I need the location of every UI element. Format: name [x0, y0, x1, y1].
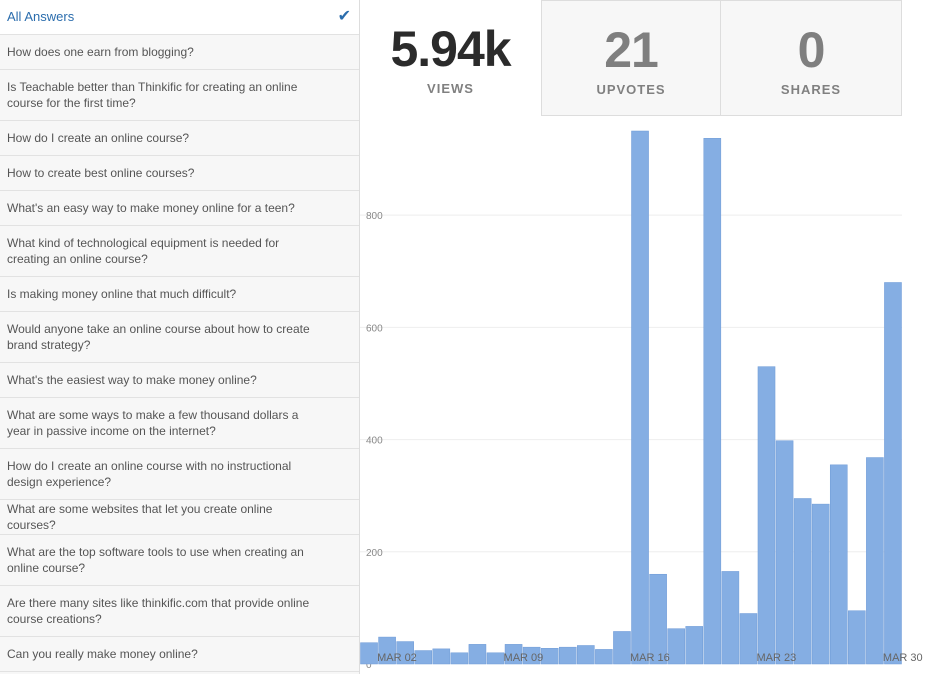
chart-bar[interactable] [558, 646, 577, 665]
check-icon: ✔ [337, 8, 351, 25]
sidebar-item-label: What's the easiest way to make money onl… [7, 373, 257, 387]
sidebar-item-label: Would anyone take an online course about… [7, 322, 310, 352]
sidebar-item-label: Can you really make money online? [7, 647, 198, 661]
chart-bar[interactable] [360, 642, 378, 665]
chart-bar[interactable] [866, 457, 884, 665]
sidebar-item-label: What are some ways to make a few thousan… [7, 408, 299, 438]
views-label: VIEWS [427, 81, 474, 96]
sidebar-item-question[interactable]: What are some websites that let you crea… [0, 500, 359, 535]
views-stat[interactable]: 5.94k VIEWS [360, 0, 541, 116]
x-tick-label: MAR 23 [756, 652, 796, 664]
upvotes-value: 21 [604, 22, 659, 78]
y-tick-label: 400 [366, 436, 383, 447]
y-tick-label: 600 [366, 323, 383, 334]
views-chart: 0 200 400 600 800 MAR 02 MAR 09 MAR 16 MAR 23 MAR… [360, 116, 929, 674]
chart-bar[interactable] [540, 648, 559, 665]
sidebar-item-question[interactable]: What are some ways to make a few thousan… [0, 398, 359, 449]
views-value: 5.94k [390, 21, 511, 77]
stats-panel: 5.94k VIEWS 21 UPVOTES 0 SHARES [360, 0, 902, 116]
sidebar-item-label: All Answers [7, 9, 75, 24]
chart-bar[interactable] [829, 464, 848, 665]
shares-label: SHARES [780, 82, 842, 97]
chart-bar[interactable] [685, 626, 704, 665]
chart-bar[interactable] [468, 644, 487, 665]
chart-bar[interactable] [739, 613, 758, 665]
sidebar-item-question[interactable]: Are there many sites like thinkific.com … [0, 586, 359, 637]
sidebar-item-label: How does one earn from blogging? [7, 45, 194, 59]
sidebar-item-label: What are some websites that let you crea… [7, 502, 273, 532]
sidebar-item-question[interactable]: What kind of technological equipment is … [0, 226, 359, 277]
chart-bar[interactable] [757, 366, 776, 665]
sidebar-item-question[interactable]: Would anyone take an online course about… [0, 312, 359, 363]
chart-bar[interactable] [414, 650, 433, 665]
y-tick-label: 200 [366, 548, 383, 559]
x-tick-label: MAR 02 [377, 652, 417, 664]
chart-bar[interactable] [775, 440, 794, 665]
sidebar-item-label: What's an easy way to make money online … [7, 201, 295, 215]
chart-bar[interactable] [848, 610, 866, 665]
chart-bar[interactable] [432, 648, 451, 665]
views-chart-svg: 0 200 400 600 800 MAR 02 MAR 09 MAR 16 MAR 23 MAR… [360, 130, 923, 671]
chart-bar[interactable] [396, 641, 414, 665]
sidebar-item-question[interactable]: Can you really make money online? [0, 637, 359, 672]
y-tick-label: 0 [366, 660, 372, 671]
chart-bar[interactable] [486, 652, 505, 665]
shares-stat[interactable]: 0 SHARES [721, 0, 902, 116]
chart-bar[interactable] [504, 644, 523, 665]
chart-bar[interactable] [649, 573, 667, 665]
x-tick-label: MAR 30 [883, 652, 923, 664]
chart-bar[interactable] [721, 571, 740, 665]
chart-bar[interactable] [450, 652, 469, 665]
upvotes-stat[interactable]: 21 UPVOTES [541, 0, 721, 116]
sidebar-item-label: Is making money online that much difficu… [7, 287, 237, 301]
chart-bar[interactable] [378, 636, 396, 665]
shares-value: 0 [797, 22, 826, 78]
x-tick-label: MAR 16 [630, 652, 670, 664]
upvotes-label: UPVOTES [596, 82, 666, 97]
chart-bar[interactable] [631, 130, 649, 665]
chart-bar[interactable] [613, 631, 631, 665]
sidebar-item-label: How do I create an online course with no… [7, 459, 292, 489]
sidebar-item-question[interactable]: What's the easiest way to make money onl… [0, 363, 359, 398]
sidebar-item-question[interactable]: How does one earn from blogging? [0, 35, 359, 70]
sidebar-item-label: What are the top software tools to use w… [7, 545, 304, 575]
chart-bar[interactable] [522, 646, 541, 665]
chart-bar[interactable] [703, 138, 722, 665]
sidebar-item-label: How do I create an online course? [7, 131, 190, 145]
sidebar-item-label: Are there many sites like thinkific.com … [7, 596, 310, 626]
sidebar-item-question[interactable]: How do I create an online course? [0, 121, 359, 156]
chart-bar[interactable] [811, 503, 830, 665]
chart-bar[interactable] [595, 649, 613, 665]
sidebar-item-question[interactable]: Is Teachable better than Thinkific for c… [0, 70, 359, 121]
sidebar-item-label: How to create best online courses? [7, 166, 195, 180]
chart-bar[interactable] [577, 645, 595, 665]
sidebar-item-question[interactable]: How to create best online courses? [0, 156, 359, 191]
y-tick-label: 800 [366, 211, 383, 222]
chart-bar[interactable] [884, 282, 902, 665]
sidebar-item-all-answers[interactable]: All Answers ✔ [0, 0, 359, 35]
sidebar-item-question[interactable]: What's an easy way to make money online … [0, 191, 359, 226]
sidebar-item-question[interactable]: Is making money online that much difficu… [0, 277, 359, 312]
x-tick-label: MAR 09 [504, 652, 544, 664]
sidebar-item-question[interactable]: How do I create an online course with no… [0, 449, 359, 500]
answers-sidebar: All Answers ✔ How does one earn from blo… [0, 0, 360, 674]
chart-bar[interactable] [793, 498, 812, 665]
sidebar-item-label: What kind of technological equipment is … [7, 236, 280, 266]
sidebar-item-label: Is Teachable better than Thinkific for c… [7, 80, 298, 110]
sidebar-item-question[interactable]: What are the top software tools to use w… [0, 535, 359, 586]
chart-bar[interactable] [667, 628, 685, 665]
